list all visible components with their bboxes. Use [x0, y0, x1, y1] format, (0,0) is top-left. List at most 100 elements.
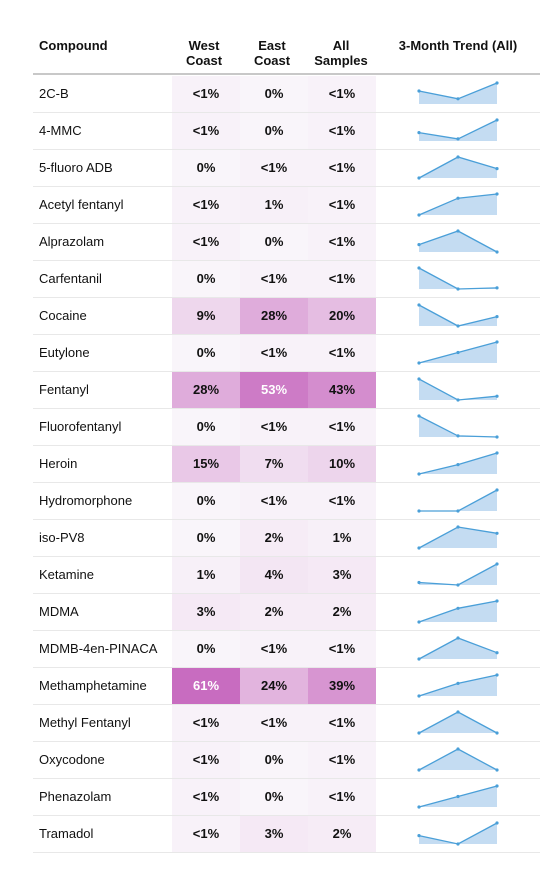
value-cell-all: <1% — [308, 224, 376, 260]
row-divider — [33, 778, 540, 779]
value-cell-west: 0% — [172, 261, 240, 297]
trend-point — [495, 673, 499, 677]
trend-sparkline — [417, 266, 499, 291]
compound-name: Carfentanil — [39, 271, 102, 286]
table-row: 5-fluoro ADB 0% <1% <1% — [33, 150, 540, 187]
table-row: Eutylone 0% <1% <1% — [33, 335, 540, 372]
trend-sparkline — [417, 303, 499, 328]
value-cell-east: 0% — [240, 779, 308, 815]
table-row: MDMB-4en-PINACA 0% <1% <1% — [33, 631, 540, 668]
trend-point — [456, 155, 460, 159]
trend-area — [419, 712, 497, 733]
value-cell-all: 39% — [308, 668, 376, 704]
value-cell-west: <1% — [172, 224, 240, 260]
trend-point — [417, 834, 421, 838]
trend-area — [419, 194, 497, 215]
trend-point — [495, 118, 499, 122]
value-cell-east: <1% — [240, 483, 308, 519]
value-cell-all: 2% — [308, 816, 376, 852]
value-cell-east: <1% — [240, 631, 308, 667]
table-row: Phenazolam <1% 0% <1% — [33, 779, 540, 816]
trend-sparkline — [417, 636, 499, 661]
trend-sparkline — [417, 710, 499, 735]
trend-point — [456, 229, 460, 233]
trend-area — [419, 564, 497, 585]
row-divider — [33, 112, 540, 113]
trend-sparkline — [417, 599, 499, 624]
value-cell-west: <1% — [172, 779, 240, 815]
row-divider — [33, 334, 540, 335]
row-divider — [33, 482, 540, 483]
table-row: Alprazolam <1% 0% <1% — [33, 224, 540, 261]
value-cell-west: 3% — [172, 594, 240, 630]
value-cell-east: <1% — [240, 150, 308, 186]
row-divider — [33, 297, 540, 298]
row-divider — [33, 852, 540, 853]
table-row: 2C-B <1% 0% <1% — [33, 76, 540, 113]
table-row: Fentanyl 28% 53% 43% — [33, 372, 540, 409]
trend-point — [417, 414, 421, 418]
value-cell-east: <1% — [240, 261, 308, 297]
trend-area — [419, 490, 497, 511]
trend-point — [456, 794, 460, 799]
trend-area — [419, 231, 497, 252]
value-cell-west: 0% — [172, 335, 240, 371]
trend-sparkline — [417, 192, 499, 217]
header-compound: Compound — [39, 38, 108, 53]
trend-sparkline — [417, 821, 499, 846]
trend-point — [495, 81, 499, 85]
trend-sparkline — [417, 155, 499, 180]
trend-point — [417, 620, 421, 624]
value-cell-east: <1% — [240, 705, 308, 741]
trend-sparkline — [417, 118, 499, 141]
header-east-coast: East Coast — [240, 38, 304, 68]
trend-point — [456, 747, 460, 751]
trend-area — [419, 749, 497, 770]
header-all-line2: Samples — [314, 53, 368, 68]
trend-sparkline — [417, 229, 499, 254]
header-west-line1: West — [188, 38, 220, 53]
trend-point — [417, 213, 421, 217]
trend-point — [417, 377, 421, 381]
trend-point — [417, 657, 421, 661]
trend-point — [456, 97, 460, 101]
trend-sparkline — [417, 340, 499, 365]
row-divider — [33, 593, 540, 594]
table-row: Acetyl fentanyl <1% 1% <1% — [33, 187, 540, 224]
trend-sparkline — [417, 488, 499, 513]
value-cell-west: 0% — [172, 631, 240, 667]
value-cell-east: 2% — [240, 594, 308, 630]
compound-name: Methamphetamine — [39, 678, 147, 693]
table-row: Cocaine 9% 28% 20% — [33, 298, 540, 335]
trend-point — [495, 435, 499, 439]
compound-name: iso-PV8 — [39, 530, 85, 545]
trend-point — [417, 89, 421, 93]
value-cell-east: 53% — [240, 372, 308, 408]
row-divider — [33, 186, 540, 187]
compound-name: Ketamine — [39, 567, 94, 582]
trend-point — [495, 488, 499, 492]
trend-point — [417, 580, 421, 585]
trend-point — [495, 784, 499, 788]
trend-point — [456, 681, 460, 685]
value-cell-east: 7% — [240, 446, 308, 482]
trend-point — [417, 266, 421, 270]
row-divider — [33, 149, 540, 150]
value-cell-west: <1% — [172, 705, 240, 741]
trend-area — [419, 823, 497, 844]
table-row: Ketamine 1% 4% 3% — [33, 557, 540, 594]
trend-point — [456, 434, 460, 438]
compound-name: Fluorofentanyl — [39, 419, 122, 434]
value-cell-west: 15% — [172, 446, 240, 482]
header-west-line2: Coast — [185, 53, 223, 68]
trend-area — [419, 675, 497, 696]
value-cell-all: 43% — [308, 372, 376, 408]
compound-name: Hydromorphone — [39, 493, 133, 508]
compound-name: Cocaine — [39, 308, 87, 323]
value-cell-all: <1% — [308, 483, 376, 519]
header-east-line1: East — [258, 38, 286, 53]
row-divider — [33, 408, 540, 409]
row-divider — [33, 556, 540, 557]
value-cell-all: <1% — [308, 261, 376, 297]
